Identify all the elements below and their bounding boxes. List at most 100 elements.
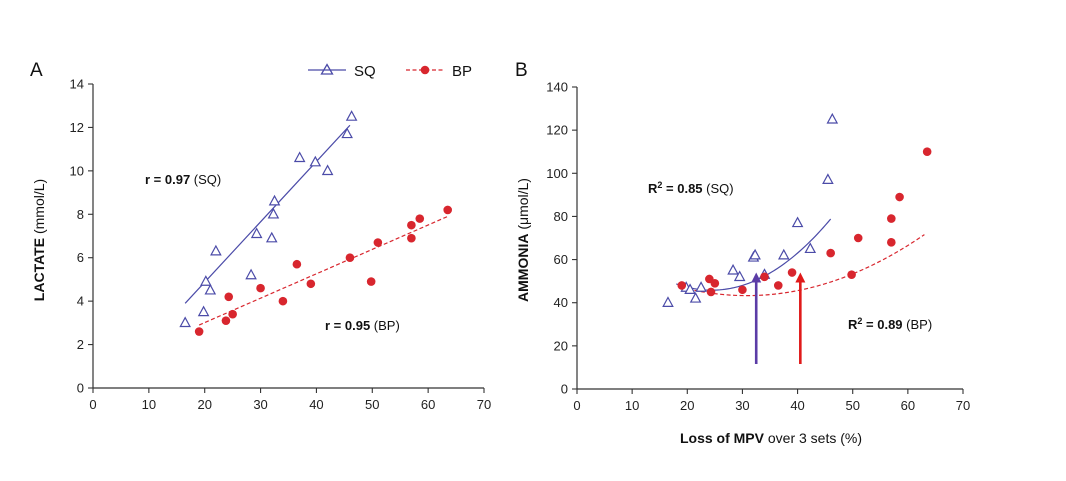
panel-a-point-bp xyxy=(292,259,302,269)
panel-a-fit-lines xyxy=(184,124,448,326)
panel-a-point-sq xyxy=(341,127,353,139)
panel-b-point-bp xyxy=(887,214,896,223)
panel-a-point-sq xyxy=(267,207,280,219)
panel-a-xtick-label: 0 xyxy=(89,397,96,412)
panel-a-annotation-bp: r = 0.95 (BP) xyxy=(325,318,400,333)
panel-b-arrows xyxy=(751,272,806,364)
panel-b-point-sq xyxy=(727,263,739,275)
legend-sq-label: SQ xyxy=(354,63,376,80)
panel-b-point-sq xyxy=(684,283,696,295)
panel-a-point-sq xyxy=(245,268,257,280)
panel-b-axes: 0 10 20 30 40 50 60 70 0 20 40 60 80 100 120 140 xyxy=(546,80,970,414)
panel-a-point-bp xyxy=(278,296,288,306)
panel-a-xtick-label: 50 xyxy=(365,397,379,412)
panel-b-point-bp xyxy=(922,147,932,157)
panel-a-point-bp xyxy=(306,279,316,289)
panel-b-xtick-label: 20 xyxy=(680,398,694,413)
panel-b-points xyxy=(662,112,932,307)
panel-a-point-bp xyxy=(194,327,204,336)
panel-a-ytick-label: 6 xyxy=(77,250,84,265)
legend: SQ BP xyxy=(308,63,472,80)
panel-a-ytick-label: 8 xyxy=(77,207,84,222)
panel-b-point-bp xyxy=(853,233,863,243)
panel-a-xtick-label: 70 xyxy=(477,397,491,412)
panel-b-fit-bp xyxy=(681,234,925,297)
panel-b-xtick-label: 40 xyxy=(790,398,804,413)
panel-b-ytick-label: 60 xyxy=(554,252,568,267)
panel-b-point-sq xyxy=(689,291,702,303)
panel-b-ytick-label: 140 xyxy=(546,80,568,95)
panel-a-point-sq xyxy=(293,151,306,163)
panel-a-point-bp xyxy=(256,283,265,293)
panel-b-point-bp xyxy=(847,270,856,279)
panel-a-xtick-label: 40 xyxy=(309,397,323,412)
panel-b-annotation-bp: R2 = 0.89 (BP) xyxy=(848,316,932,332)
panel-a-ytick-label: 12 xyxy=(70,120,84,135)
panel-a-points xyxy=(179,110,452,336)
panel-b-xtick-label: 70 xyxy=(956,398,970,413)
panel-b-point-bp xyxy=(706,287,716,297)
panel-b-ytick-label: 80 xyxy=(554,209,568,224)
panel-a-point-sq xyxy=(204,283,217,295)
panel-b-xtick-label: 0 xyxy=(573,398,580,413)
panel-b-point-bp xyxy=(738,285,747,295)
panel-a-point-bp xyxy=(415,214,425,223)
panel-b-point-sq xyxy=(777,248,790,260)
panel-a-point-bp xyxy=(407,220,416,230)
panel-b-point-sq xyxy=(733,270,746,282)
panel-b-xtick-label: 60 xyxy=(901,398,915,413)
panel-a-ytick-label: 14 xyxy=(70,77,84,92)
panel-a-xtick-label: 20 xyxy=(197,397,211,412)
panel-a-point-sq xyxy=(268,194,281,206)
panel-b-point-bp xyxy=(887,238,896,247)
panel-b-ytick-label: 100 xyxy=(546,166,568,181)
panel-a-ytick-label: 2 xyxy=(77,337,84,352)
panel-b-point-bp xyxy=(895,192,904,202)
panel-b-point-sq xyxy=(826,112,839,124)
panel-b-point-sq xyxy=(749,248,761,260)
legend-item-sq: SQ xyxy=(308,63,376,80)
panel-a-point-bp xyxy=(221,316,231,325)
panel-b-xtick-label: 10 xyxy=(625,398,639,413)
panel-b-xtick-label: 50 xyxy=(845,398,859,413)
panel-b-ytick-label: 20 xyxy=(554,338,568,353)
panel-a-point-sq xyxy=(200,275,212,286)
panel-a-lactate-chart: 0 10 20 30 40 50 60 70 0 2 4 6 8 10 12 14 LACTATE (mmol… xyxy=(31,77,491,413)
panel-a-point-bp xyxy=(366,277,376,286)
panel-b-ytick-label: 120 xyxy=(546,123,568,138)
panel-a-point-sq xyxy=(210,244,222,256)
panel-a-xtick-label: 30 xyxy=(253,397,267,412)
panel-b-point-sq xyxy=(804,242,817,254)
panel-a-point-sq xyxy=(309,155,322,167)
panel-b-point-bp xyxy=(826,248,835,258)
panel-a-fit-sq xyxy=(184,124,351,304)
panel-b-xlabel: Loss of MPV over 3 sets (%) xyxy=(680,430,862,446)
panel-b-point-sq xyxy=(822,173,834,184)
panel-b-point-bp xyxy=(773,281,783,290)
panel-b-point-bp xyxy=(787,268,797,277)
panel-b-ammonia-chart: 0 10 20 30 40 50 60 70 0 20 40 60 80 100 120 140 AMMONI… xyxy=(515,80,970,447)
panel-a-fit-bp xyxy=(198,215,448,326)
panel-a-point-sq xyxy=(250,227,263,239)
legend-bp-label: BP xyxy=(452,63,472,80)
panel-b-ytick-label: 40 xyxy=(554,295,568,310)
panel-b-arrow-bp xyxy=(795,272,806,364)
panel-a-axes: 0 10 20 30 40 50 60 70 0 2 4 6 8 10 12 14 xyxy=(70,77,492,413)
panel-b-ytick-label: 0 xyxy=(561,382,568,397)
panel-a-point-sq xyxy=(197,305,210,317)
panel-a-ytick-label: 10 xyxy=(70,163,84,178)
panel-a-annotation-sq: r = 0.97 (SQ) xyxy=(145,172,221,187)
panel-a-point-bp xyxy=(373,238,383,247)
panel-letter-b: B xyxy=(515,60,528,81)
panel-a-point-bp xyxy=(224,292,234,302)
legend-bp-marker xyxy=(420,65,430,75)
panel-a-xtick-label: 60 xyxy=(421,397,435,412)
panel-a-point-bp xyxy=(228,309,237,319)
panel-b-xtick-label: 30 xyxy=(735,398,749,413)
panel-a-ytick-label: 0 xyxy=(77,381,84,396)
panel-a-xtick-label: 10 xyxy=(142,397,156,412)
panel-b-point-bp xyxy=(760,272,769,282)
panel-a-ylabel: LACTATE (mmol/L) xyxy=(31,179,47,301)
panel-b-annotation-sq: R2 = 0.85 (SQ) xyxy=(648,180,734,196)
